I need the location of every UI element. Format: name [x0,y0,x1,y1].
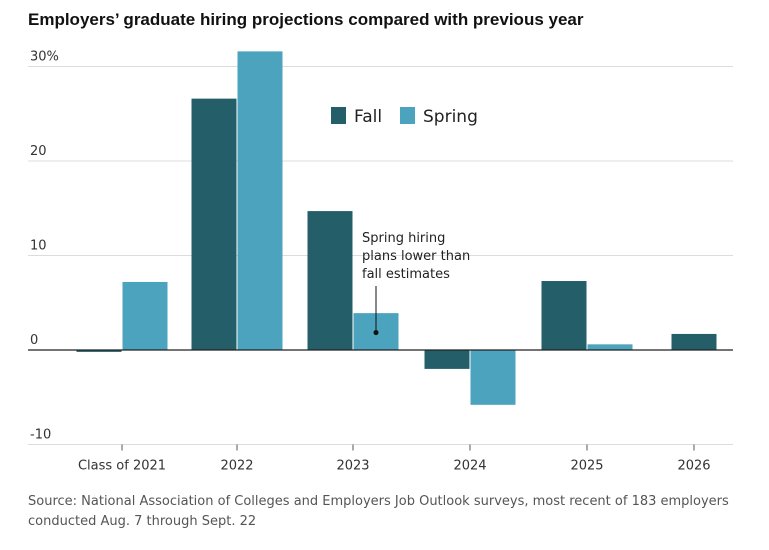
bar-fall [541,281,587,350]
bar-fall [424,350,470,369]
bar-spring [237,51,283,350]
source-note: Source: National Association of Colleges… [28,494,729,529]
legend: Fall Spring [331,107,478,127]
bar-fall [671,333,717,350]
y-axis-ticks: 30% 20 10 0 -10 [30,50,59,443]
x-tick-label: 2022 [220,459,253,474]
annotation-text: Spring hiring [362,231,445,246]
bar-fall [76,350,122,352]
annotation: Spring hiring plans lower than fall estima… [362,231,470,336]
annotation-text: fall estimates [362,267,450,282]
legend-swatch-fall [331,107,346,124]
bar-spring [470,350,516,405]
x-tick-label: 2024 [453,459,486,474]
x-tick-label: 2025 [570,459,603,474]
legend-label-fall: Fall [354,107,382,127]
annotation-dot [373,330,379,336]
y-tick-label: 10 [30,239,47,254]
chart-title: Employers’ graduate hiring projections c… [28,10,584,29]
bar-fall [191,98,237,350]
y-tick-label: 0 [30,333,38,348]
bars [76,51,717,405]
annotation-text: plans lower than [362,249,470,264]
bar-fall [307,211,353,350]
y-tick-label: 30% [30,50,59,65]
x-tick-label: 2026 [677,459,710,474]
x-tick-label: Class of 2021 [78,459,166,474]
x-axis: Class of 2021 2022 2023 2024 2025 2026 [28,349,733,474]
legend-label-spring: Spring [423,107,478,127]
legend-swatch-spring [400,107,415,124]
y-tick-label: 20 [30,144,47,159]
bar-spring [587,344,633,350]
x-tick-label: 2023 [336,459,369,474]
y-tick-label: -10 [30,428,51,443]
bar-chart: 30% 20 10 0 -10 Class of 2021 2022 2023 2024 202… [28,50,733,474]
bar-spring [122,281,168,350]
